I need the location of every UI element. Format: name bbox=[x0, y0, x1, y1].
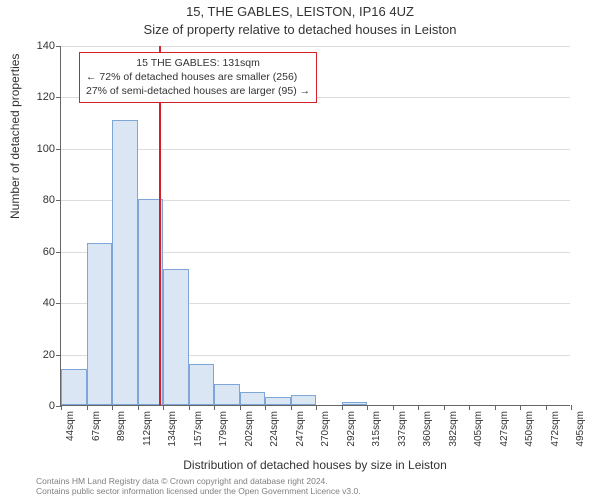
xtick-mark bbox=[291, 405, 292, 410]
xtick-label: 89sqm bbox=[116, 411, 127, 441]
xtick-mark bbox=[571, 405, 572, 410]
histogram-bar bbox=[163, 269, 189, 405]
footer-line: Contains public sector information licen… bbox=[36, 486, 361, 497]
xtick-mark bbox=[112, 405, 113, 410]
chart-subtitle: Size of property relative to detached ho… bbox=[0, 22, 600, 37]
xtick-mark bbox=[495, 405, 496, 410]
xtick-mark bbox=[240, 405, 241, 410]
annotation-line: 15 THE GABLES: 131sqm bbox=[86, 56, 310, 70]
ytick-label: 120 bbox=[37, 91, 55, 103]
histogram-bar bbox=[291, 395, 317, 405]
ytick-mark bbox=[56, 252, 61, 253]
histogram-bar bbox=[342, 402, 368, 405]
ytick-label: 80 bbox=[43, 194, 55, 206]
xtick-label: 427sqm bbox=[499, 411, 510, 447]
xtick-mark bbox=[214, 405, 215, 410]
xtick-label: 247sqm bbox=[295, 411, 306, 447]
footer-text: Contains HM Land Registry data © Crown c… bbox=[36, 476, 361, 497]
footer-line: Contains HM Land Registry data © Crown c… bbox=[36, 476, 361, 487]
xtick-label: 495sqm bbox=[575, 411, 586, 447]
xtick-mark bbox=[367, 405, 368, 410]
ytick-mark bbox=[56, 149, 61, 150]
xtick-label: 382sqm bbox=[448, 411, 459, 447]
annotation-line: ← 72% of detached houses are smaller (25… bbox=[86, 70, 310, 84]
ytick-label: 20 bbox=[43, 349, 55, 361]
xtick-mark bbox=[520, 405, 521, 410]
histogram-bar bbox=[214, 384, 240, 405]
xtick-label: 337sqm bbox=[397, 411, 408, 447]
xtick-label: 360sqm bbox=[422, 411, 433, 447]
xtick-mark bbox=[138, 405, 139, 410]
ytick-mark bbox=[56, 355, 61, 356]
xtick-label: 405sqm bbox=[473, 411, 484, 447]
annotation-line: 27% of semi-detached houses are larger (… bbox=[86, 84, 310, 98]
xtick-mark bbox=[546, 405, 547, 410]
xtick-mark bbox=[87, 405, 88, 410]
histogram-bar bbox=[87, 243, 113, 405]
histogram-bar bbox=[265, 397, 291, 405]
xtick-mark bbox=[61, 405, 62, 410]
xtick-mark bbox=[189, 405, 190, 410]
plot-area: 02040608010012014044sqm67sqm89sqm112sqm1… bbox=[60, 46, 570, 406]
annotation-box: 15 THE GABLES: 131sqm ← 72% of detached … bbox=[79, 52, 317, 103]
xtick-mark bbox=[342, 405, 343, 410]
ytick-mark bbox=[56, 200, 61, 201]
xtick-label: 202sqm bbox=[244, 411, 255, 447]
ytick-mark bbox=[56, 97, 61, 98]
x-axis-label: Distribution of detached houses by size … bbox=[60, 458, 570, 472]
histogram-bar bbox=[112, 120, 138, 405]
gridline bbox=[61, 46, 570, 47]
ytick-label: 40 bbox=[43, 297, 55, 309]
ytick-mark bbox=[56, 303, 61, 304]
xtick-label: 67sqm bbox=[91, 411, 102, 441]
ytick-label: 140 bbox=[37, 40, 55, 52]
xtick-label: 157sqm bbox=[193, 411, 204, 447]
xtick-label: 315sqm bbox=[371, 411, 382, 447]
xtick-label: 472sqm bbox=[550, 411, 561, 447]
xtick-label: 179sqm bbox=[218, 411, 229, 447]
ytick-label: 0 bbox=[49, 400, 55, 412]
xtick-label: 112sqm bbox=[142, 411, 153, 446]
ytick-label: 100 bbox=[37, 143, 55, 155]
y-axis-label: Number of detached properties bbox=[8, 54, 22, 219]
xtick-mark bbox=[265, 405, 266, 410]
chart-title: 15, THE GABLES, LEISTON, IP16 4UZ bbox=[0, 4, 600, 19]
xtick-label: 270sqm bbox=[320, 411, 331, 447]
histogram-bar bbox=[240, 392, 266, 405]
xtick-mark bbox=[393, 405, 394, 410]
histogram-bar bbox=[189, 364, 215, 405]
ytick-label: 60 bbox=[43, 246, 55, 258]
xtick-mark bbox=[163, 405, 164, 410]
xtick-label: 450sqm bbox=[524, 411, 535, 447]
xtick-mark bbox=[316, 405, 317, 410]
xtick-label: 134sqm bbox=[167, 411, 178, 447]
xtick-label: 224sqm bbox=[269, 411, 280, 447]
xtick-mark bbox=[469, 405, 470, 410]
histogram-bar bbox=[61, 369, 87, 405]
xtick-label: 292sqm bbox=[346, 411, 357, 447]
xtick-mark bbox=[418, 405, 419, 410]
ytick-mark bbox=[56, 46, 61, 47]
xtick-label: 44sqm bbox=[65, 411, 76, 441]
xtick-mark bbox=[444, 405, 445, 410]
